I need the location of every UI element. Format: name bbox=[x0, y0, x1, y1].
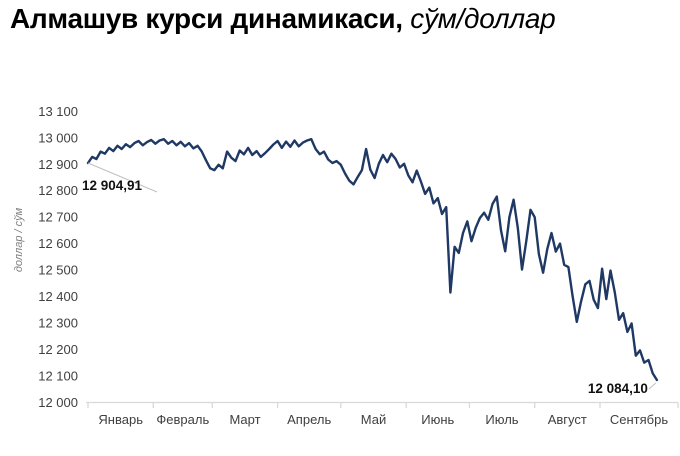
y-axis-tick-label: 12 900 bbox=[38, 157, 78, 172]
y-axis-tick-label: 12 100 bbox=[38, 368, 78, 383]
page-title: Алмашув курси динамикаси, сўм/доллар bbox=[10, 2, 556, 36]
x-axis-month-label: Январь bbox=[98, 412, 143, 427]
page-title-main: Алмашув курси динамикаси, bbox=[10, 3, 403, 34]
x-axis-month-label: Март bbox=[229, 412, 260, 427]
y-axis-tick-label: 12 500 bbox=[38, 263, 78, 278]
start-label-leader-line bbox=[87, 162, 158, 193]
y-axis-tick-label: 12 300 bbox=[38, 315, 78, 330]
y-axis-tick-label: 12 800 bbox=[38, 183, 78, 198]
start-value-label: 12 904,91 bbox=[82, 178, 143, 193]
y-axis-tick-label: 13 000 bbox=[38, 130, 78, 145]
x-axis-month-label: Сентябрь bbox=[610, 412, 668, 427]
page-title-unit: сўм/доллар bbox=[402, 3, 556, 34]
y-axis-tick-label: 12 400 bbox=[38, 289, 78, 304]
y-axis-tick-label: 12 000 bbox=[38, 395, 78, 410]
y-axis-title: доллар / сўм bbox=[13, 207, 25, 272]
end-label-leader-line bbox=[648, 382, 657, 390]
y-axis-tick-label: 13 100 bbox=[38, 104, 78, 119]
x-axis-month-label: Июль bbox=[485, 412, 518, 427]
x-axis-month-label: Май bbox=[361, 412, 386, 427]
x-axis-month-label: Июнь bbox=[421, 412, 454, 427]
y-axis-tick-label: 12 700 bbox=[38, 210, 78, 225]
end-value-label: 12 084,10 bbox=[588, 381, 648, 396]
y-axis-tick-label: 12 600 bbox=[38, 236, 78, 251]
x-axis-month-label: Апрель bbox=[287, 412, 331, 427]
x-axis-month-label: Август bbox=[548, 412, 587, 427]
usd-uzs-rate-line bbox=[86, 137, 659, 382]
y-axis-tick-label: 12 200 bbox=[38, 342, 78, 357]
x-axis-month-label: Февраль bbox=[156, 412, 209, 427]
